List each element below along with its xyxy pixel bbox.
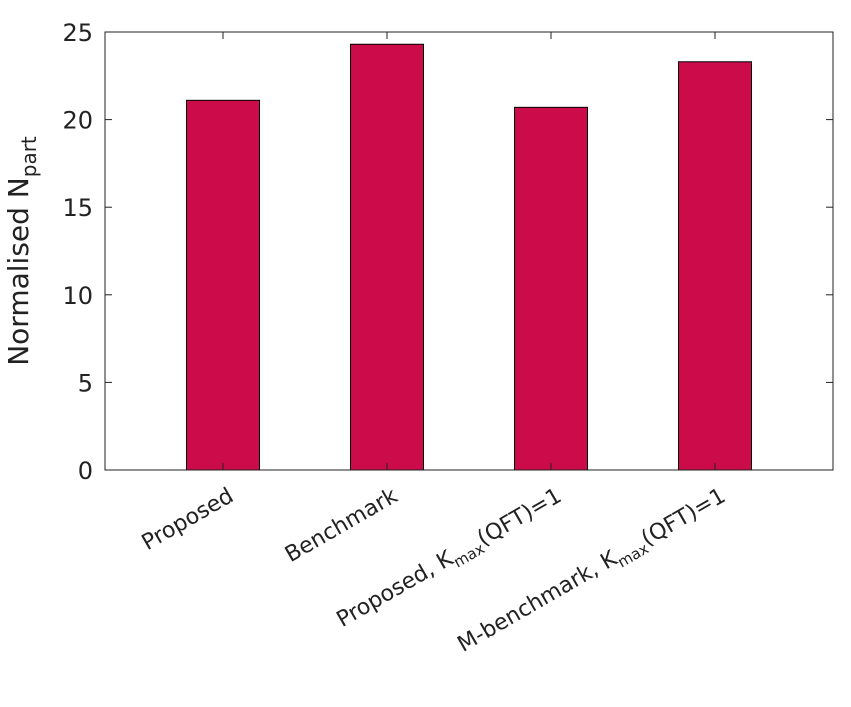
- x-tick-label: M-benchmark, Kmax(QFT)=1: [454, 484, 732, 662]
- bar-2: [350, 43, 424, 471]
- bar-1: [186, 99, 260, 471]
- bar-4: [678, 61, 752, 471]
- x-tick-label: Benchmark: [281, 483, 402, 567]
- y-tick-label: 5: [78, 369, 93, 397]
- y-axis-label: Normalised Npart: [2, 136, 41, 366]
- bar-3: [514, 106, 588, 471]
- y-tick-label: 0: [78, 457, 93, 485]
- y-tick-label: 20: [62, 107, 93, 135]
- y-tick-label: 15: [62, 194, 93, 222]
- y-tick-label: 25: [62, 19, 93, 47]
- y-tick-label: 10: [62, 282, 93, 310]
- plot-frame: [104, 31, 834, 471]
- x-tick-label: Proposed: [138, 484, 238, 556]
